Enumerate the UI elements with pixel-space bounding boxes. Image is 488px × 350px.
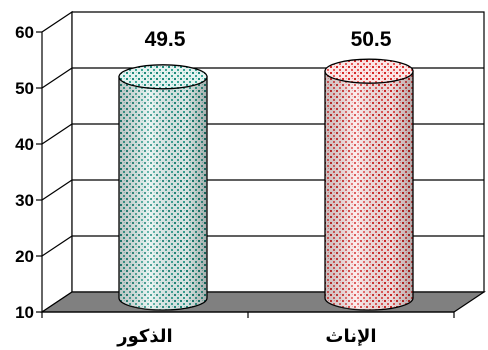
y-tick-label: 30 [15, 191, 34, 210]
y-axis: 10 20 30 40 50 60 [15, 23, 455, 322]
bar-1 [324, 58, 414, 311]
gridline-side [41, 235, 73, 257]
x-category-label: الإناث [325, 326, 376, 347]
bar-0 [118, 64, 208, 311]
y-tick-label: 60 [15, 23, 34, 42]
gridline-side [41, 179, 73, 201]
gridline-side [41, 123, 73, 145]
y-tick-label: 50 [15, 79, 34, 98]
data-label: 49.5 [145, 28, 186, 51]
bar-top [118, 64, 208, 90]
plot-frame [40, 10, 486, 314]
bars [118, 58, 414, 311]
labels: 49.5 الذكور 50.5 الإناث [116, 28, 391, 347]
plot-floor [40, 291, 486, 313]
x-category-label: الذكور [116, 326, 172, 347]
y-tick-label: 20 [15, 247, 34, 266]
data-label: 50.5 [351, 28, 392, 51]
y-tick-label: 40 [15, 135, 34, 154]
gridline-side [41, 67, 73, 89]
bar-top [324, 58, 414, 84]
y-tick-label: 10 [15, 303, 34, 322]
bar-shading [325, 71, 413, 310]
side-wall [41, 10, 73, 314]
bar-shading [119, 76, 207, 310]
